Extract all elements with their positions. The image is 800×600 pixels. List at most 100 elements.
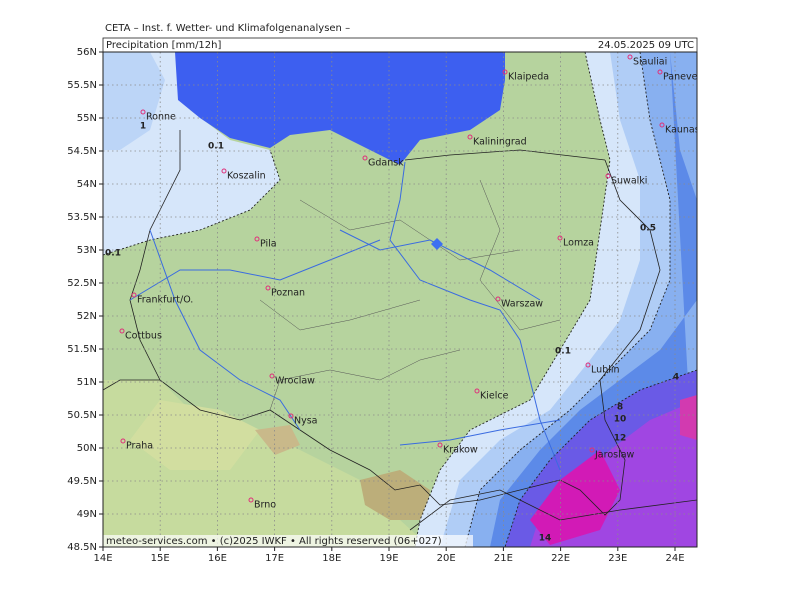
city-label: Brno <box>254 500 276 511</box>
city-label: Nysa <box>294 416 318 427</box>
isoline <box>414 52 611 547</box>
city-dot <box>467 134 473 140</box>
contour-label: 10 <box>614 415 627 425</box>
border <box>129 130 181 381</box>
mountains <box>255 425 300 455</box>
city-label: Koszalin <box>227 171 266 182</box>
city-dot <box>140 109 146 115</box>
city-label: Kaunas <box>665 125 700 136</box>
city-label: Cottbus <box>125 331 162 342</box>
lon-label: 21E <box>494 553 513 564</box>
city-label: Klaipeda <box>508 72 549 83</box>
city-label: Krakow <box>443 445 478 456</box>
mountains <box>360 470 430 520</box>
city-label: Kaliningrad <box>473 137 527 148</box>
contour-label: 0.1 <box>555 347 571 357</box>
lat-label: 54.5N <box>67 146 97 157</box>
map-frame <box>102 51 698 548</box>
axes: 14E 15E 16E 17E 18E 19E 20E 21E 22E 23E 24E 56N 55.5… <box>67 47 684 564</box>
lon-label: 15E <box>151 553 170 564</box>
grid <box>103 52 697 547</box>
city-label: Ronne <box>146 112 176 123</box>
cities: Ronne Koszalin Gdansk Klaipeda Kaliningrad Su… <box>119 54 713 511</box>
border <box>103 159 661 516</box>
city-dot <box>585 362 591 368</box>
city-dot <box>659 122 665 128</box>
city-label: Siauliai <box>633 57 667 68</box>
city-label: Jaroslaw <box>594 450 635 461</box>
isoline <box>464 52 671 547</box>
precip-max <box>530 450 620 545</box>
lon-label: 16E <box>208 553 227 564</box>
city-label: Lomza <box>563 238 594 249</box>
sea <box>175 52 505 165</box>
lon-label: 19E <box>379 553 398 564</box>
city-label: Pila <box>260 239 277 250</box>
map-area: Ronne Koszalin Gdansk Klaipeda Kaliningrad Su… <box>103 52 713 547</box>
precip-max <box>680 395 697 440</box>
lat-label: 54N <box>77 179 97 190</box>
lat-label: 52.5N <box>67 278 97 289</box>
city-dot <box>254 236 260 242</box>
city-label: Panevezys <box>663 72 713 83</box>
city-dot <box>131 292 137 298</box>
city-label: Frankfurt/O. <box>137 295 193 306</box>
field-name: Precipitation [mm/12h] <box>106 40 221 51</box>
hills <box>130 400 260 470</box>
city-label: Warszaw <box>501 299 543 310</box>
city-dot <box>221 168 227 174</box>
city-label: Kielce <box>480 391 509 402</box>
precip-0.5 <box>103 52 165 150</box>
lon-label: 22E <box>551 553 570 564</box>
contour-label: 0.5 <box>640 224 656 234</box>
lat-label: 50N <box>77 443 97 454</box>
city-label: Gdansk <box>368 158 404 169</box>
lon-label: 18E <box>322 553 341 564</box>
city-dot <box>502 69 508 75</box>
city-dot <box>657 69 663 75</box>
lon-label: 14E <box>93 553 112 564</box>
isoline <box>103 149 281 256</box>
contour-label: 0.1 <box>105 249 121 259</box>
contour-label: 4 <box>673 373 679 383</box>
city-dot <box>437 442 443 448</box>
river <box>149 229 301 431</box>
city-dot <box>589 447 595 453</box>
border <box>409 489 697 531</box>
city-dot <box>557 235 563 241</box>
city-label: Suwalki <box>611 176 647 187</box>
river <box>399 419 561 446</box>
city-label: Wroclaw <box>275 376 315 387</box>
lat-label: 53N <box>77 245 97 256</box>
lon-label: 20E <box>437 553 456 564</box>
lat-label: 56N <box>77 47 97 58</box>
lon-label: 17E <box>265 553 284 564</box>
header-title: CETA – Inst. f. Wetter- und Klimafolgena… <box>105 23 350 34</box>
contour-label: 0.1 <box>208 142 224 152</box>
lat-label: 55N <box>77 113 97 124</box>
river <box>339 229 541 301</box>
city-dot <box>119 328 125 334</box>
lon-label: 24E <box>665 553 684 564</box>
city-dot <box>288 413 294 419</box>
contour-labels: 1 0.1 0.1 0.5 0.1 4 8 10 12 14 <box>105 122 679 544</box>
valid-time: 24.05.2025 09 UTC <box>598 40 694 51</box>
border <box>404 149 606 161</box>
city-dot <box>627 54 633 60</box>
contour-label: 8 <box>617 403 623 413</box>
lat-label: 51.5N <box>67 344 97 355</box>
city-dot <box>269 373 275 379</box>
footer: meteo-services.com • (c)2025 IWKF • All … <box>106 536 442 547</box>
city-label: Praha <box>126 441 153 452</box>
city-dot <box>495 296 501 302</box>
contour-label: 14 <box>539 534 552 544</box>
lat-label: 51N <box>77 377 97 388</box>
station-marker <box>431 238 443 250</box>
lon-label: 23E <box>608 553 627 564</box>
region-border <box>259 179 561 411</box>
lat-label: 49.5N <box>67 476 97 487</box>
footer-bg <box>103 535 473 547</box>
lat-label: 49N <box>77 509 97 520</box>
city-label: Poznan <box>271 288 305 299</box>
